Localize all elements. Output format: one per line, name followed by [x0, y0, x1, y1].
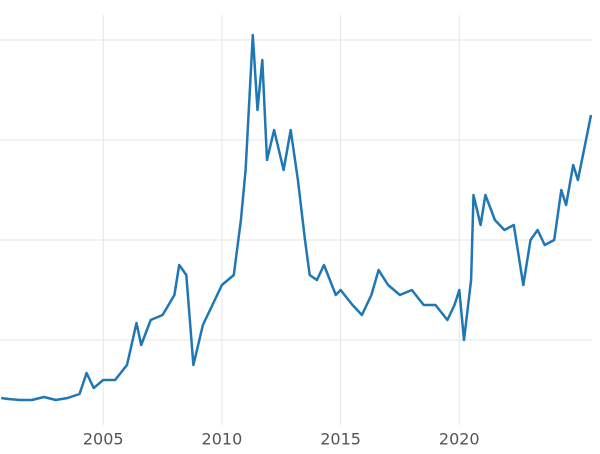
x-tick-label: 2010: [202, 430, 243, 449]
x-tick-label: 2020: [439, 430, 480, 449]
data-line: [1, 33, 593, 402]
x-tick-label: 2015: [320, 430, 361, 449]
x-tick-label: 2005: [83, 430, 124, 449]
